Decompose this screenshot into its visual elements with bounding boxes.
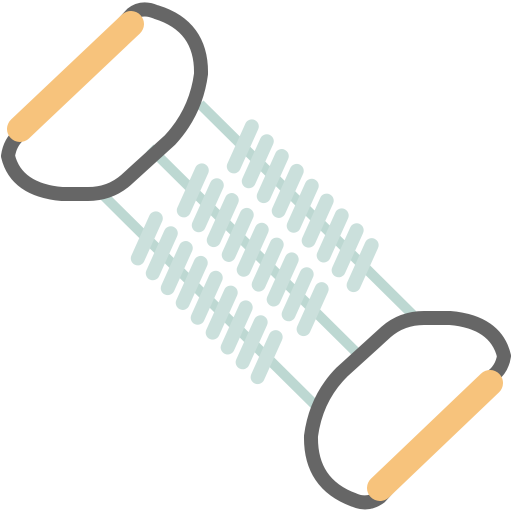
spring-coil	[286, 178, 319, 233]
spring-coil	[296, 282, 329, 337]
spring-coil	[316, 208, 349, 263]
spring-coil	[235, 315, 268, 370]
top-left-handle-grip	[7, 11, 144, 142]
spring-coil	[220, 300, 253, 355]
spring-coil	[236, 222, 269, 277]
spring-coil	[281, 267, 314, 322]
spring-coil	[250, 330, 283, 385]
spring-coil	[145, 226, 178, 281]
spring-coil	[130, 211, 163, 266]
top-left-handle-frame	[1, 2, 209, 201]
spring-coil	[206, 193, 239, 248]
spring-coil	[190, 270, 223, 325]
spring-coil	[205, 285, 238, 340]
spring-coil	[301, 193, 334, 248]
bottom-right-handle-grip	[367, 370, 503, 501]
spring-coil	[251, 237, 284, 292]
spring-coil	[266, 252, 299, 307]
bottom-right-handle-frame	[303, 311, 511, 510]
spring-coil	[241, 134, 274, 189]
spring-coils	[130, 119, 379, 385]
spring-coil	[256, 149, 289, 204]
spring-coil	[160, 241, 193, 296]
spring-coil	[346, 238, 379, 293]
spring-coil	[226, 119, 259, 174]
spring-coil	[176, 163, 209, 218]
spring-coil	[175, 255, 208, 310]
spring-coil	[331, 223, 364, 278]
spring-coil	[271, 163, 304, 218]
bottom-right-handle-assembly	[303, 311, 511, 510]
spring-coil	[221, 207, 254, 262]
top-left-handle-assembly	[1, 2, 209, 201]
spring-coil	[191, 178, 224, 233]
